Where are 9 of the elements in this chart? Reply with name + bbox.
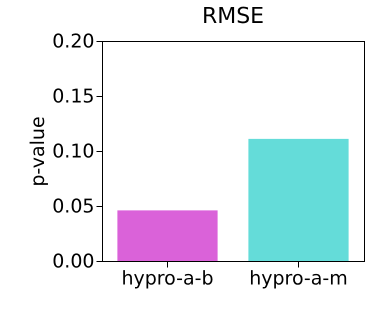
y-axis-title: p-value bbox=[27, 116, 50, 187]
y-tick-label: 0.10 bbox=[52, 140, 94, 162]
y-tick-label: 0.05 bbox=[52, 196, 94, 218]
y-tick-label: 0.15 bbox=[52, 86, 94, 108]
x-tick-label: hypro-a-m bbox=[249, 268, 348, 290]
y-tick-label: 0.00 bbox=[52, 250, 94, 272]
y-tick-label: 0.20 bbox=[52, 30, 94, 52]
x-tick-label: hypro-a-b bbox=[121, 268, 214, 290]
chart-title: RMSE bbox=[202, 4, 264, 29]
